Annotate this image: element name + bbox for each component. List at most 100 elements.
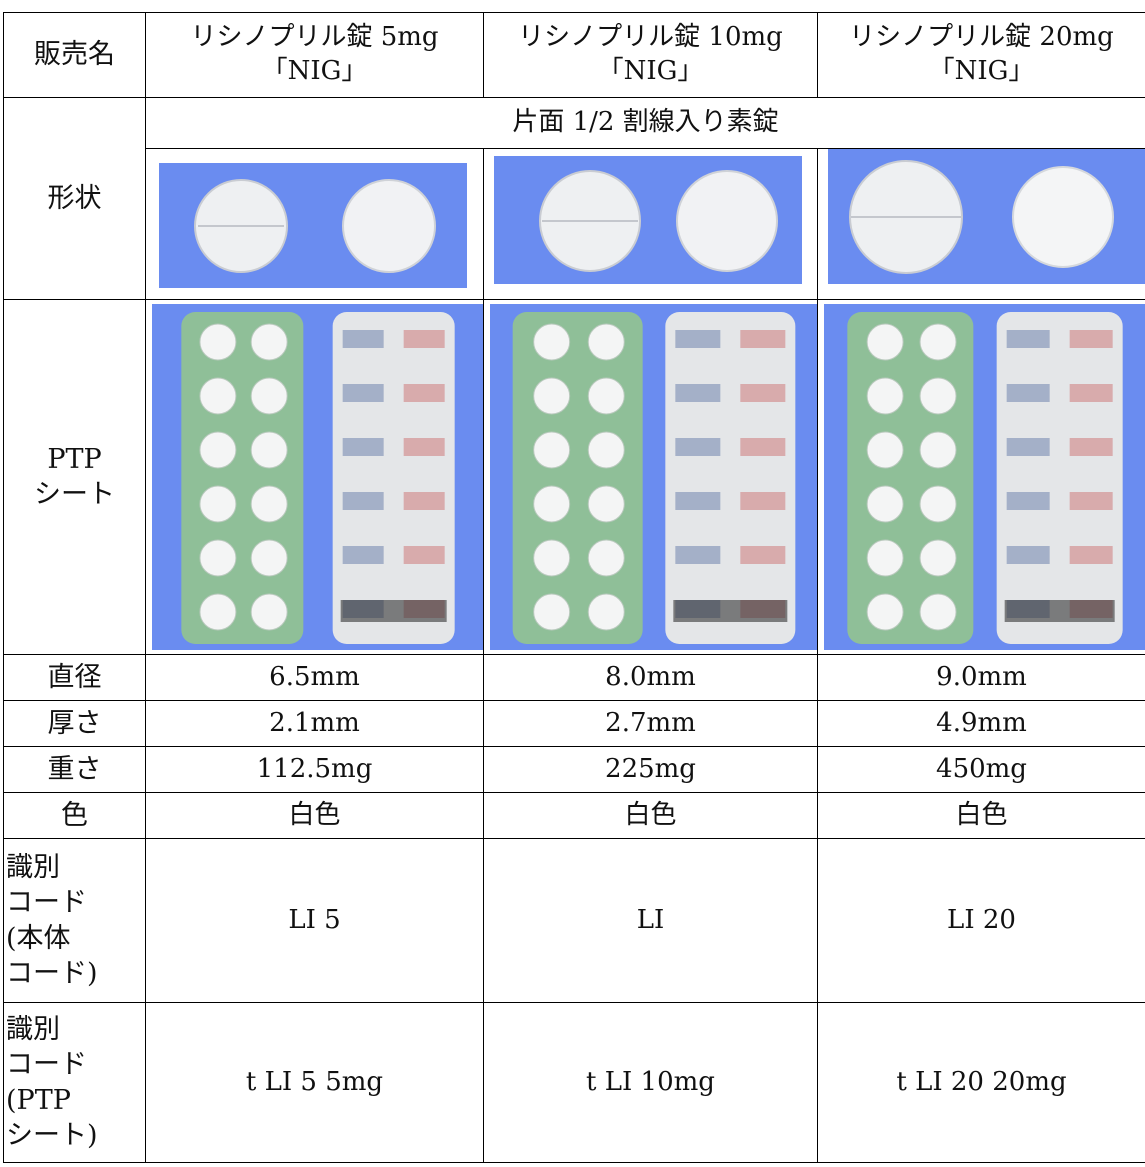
cell: 6.5mm bbox=[145, 654, 484, 701]
brand: 「NIG」 bbox=[261, 56, 368, 86]
line: コード) bbox=[6, 957, 98, 989]
ptp-shape bbox=[866, 377, 904, 415]
ptp-shape bbox=[403, 330, 445, 348]
ptp-shape bbox=[1069, 438, 1113, 456]
cell: 白色 bbox=[483, 792, 818, 839]
ptp-shape bbox=[675, 384, 721, 402]
ptp-shape bbox=[403, 384, 445, 402]
line: 識別 bbox=[6, 1014, 60, 1046]
ptp-shape bbox=[1069, 330, 1113, 348]
tablet-photo bbox=[159, 163, 467, 288]
ptp-shape bbox=[675, 546, 721, 564]
row-label: 重さ bbox=[3, 746, 146, 793]
ptp-shape bbox=[332, 312, 455, 644]
ptp-shape bbox=[1006, 330, 1050, 348]
ptp-shape bbox=[740, 330, 786, 348]
spec-row: 色白色 白色 白色 bbox=[3, 792, 1145, 839]
ptp-shape bbox=[181, 312, 304, 644]
ptp-shape bbox=[587, 593, 625, 631]
ptp-shape bbox=[675, 438, 721, 456]
cell: 112.5mg bbox=[145, 746, 484, 793]
ptp-shape bbox=[675, 492, 721, 510]
product-name: リシノプリル錠 10mg 「NIG」 bbox=[483, 12, 818, 98]
ptp-shape bbox=[1069, 546, 1113, 564]
ptp-shape bbox=[250, 539, 288, 577]
cell: t LI 10mg bbox=[483, 1002, 818, 1163]
ptp-shape bbox=[587, 485, 625, 523]
brand: 「NIG」 bbox=[597, 56, 704, 86]
ptp-shape bbox=[533, 539, 571, 577]
ptp-shape bbox=[740, 384, 786, 402]
row-label: 識別 コード (本体 コード) bbox=[3, 838, 146, 1003]
ptp-shape bbox=[342, 330, 384, 348]
ptp-shape bbox=[342, 546, 384, 564]
name: リシノプリル錠 10mg bbox=[518, 22, 783, 53]
ptp-shape bbox=[403, 546, 445, 564]
ptp-shape bbox=[740, 492, 786, 510]
ptp-shape bbox=[1069, 384, 1113, 402]
ptp-shape bbox=[919, 431, 957, 469]
line: (PTP bbox=[6, 1084, 71, 1116]
spec-row: 厚さ 2.1mm 2.7mm 4.9mm bbox=[3, 700, 1145, 747]
product-name: リシノプリル錠 20mg 「NIG」 bbox=[817, 12, 1145, 98]
cell: t LI 20 20mg bbox=[817, 1002, 1145, 1163]
shape-description: 片面 1/2 割線入り素錠 bbox=[145, 97, 1145, 149]
cell: 8.0mm bbox=[483, 654, 818, 701]
ptp-shape bbox=[199, 485, 237, 523]
line: 識別 bbox=[6, 852, 60, 884]
ptp-shape bbox=[250, 323, 288, 361]
cell: 2.1mm bbox=[145, 700, 484, 747]
ptp-shape bbox=[665, 312, 796, 644]
line: PTP bbox=[47, 443, 102, 475]
ptp-shape bbox=[199, 431, 237, 469]
tablet-photo bbox=[494, 156, 802, 284]
ptp-shape bbox=[250, 377, 288, 415]
line: (本体 bbox=[6, 922, 71, 954]
ptp-shape bbox=[1006, 384, 1050, 402]
ptp-label: PTP シート bbox=[3, 299, 146, 655]
row-label: 厚さ bbox=[3, 700, 146, 747]
row-label: 直径 bbox=[3, 654, 146, 701]
ptp-shape bbox=[866, 323, 904, 361]
ptp-shape bbox=[342, 492, 384, 510]
ptp-shape bbox=[866, 431, 904, 469]
tablet-photo bbox=[828, 149, 1145, 284]
ptp-shape bbox=[199, 323, 237, 361]
ptp-image bbox=[145, 299, 484, 655]
cell: LI bbox=[483, 838, 818, 1003]
code-row: 識別 コード (PTP シート) t LI 5 5mg t LI 10mg t LI 20… bbox=[3, 1002, 1145, 1163]
ptp-shape bbox=[740, 546, 786, 564]
cell: 4.9mm bbox=[817, 700, 1145, 747]
ptp-shape bbox=[919, 539, 957, 577]
cell: 450mg bbox=[817, 746, 1145, 793]
ptp-shape bbox=[587, 377, 625, 415]
ptp-shape bbox=[199, 539, 237, 577]
line: コード bbox=[6, 1049, 87, 1081]
ptp-shape bbox=[403, 492, 445, 510]
ptp-shape bbox=[199, 377, 237, 415]
cell: t LI 5 5mg bbox=[145, 1002, 484, 1163]
line: シート) bbox=[6, 1119, 98, 1151]
brand: 「NIG」 bbox=[928, 56, 1035, 86]
ptp-shape bbox=[675, 330, 721, 348]
cell: LI 5 bbox=[145, 838, 484, 1003]
ptp-photo bbox=[490, 304, 817, 650]
shape-images bbox=[4, 148, 1145, 300]
cell: 9.0mm bbox=[817, 654, 1145, 701]
spec-row: 直径 6.5mm 8.0mm 9.0mm bbox=[3, 654, 1145, 701]
line: シート bbox=[34, 479, 115, 510]
ptp-shape bbox=[533, 377, 571, 415]
table: 販売名 リシノプリル錠 5mg 「NIG」 リシノプリル錠 10mg 「NIG」 リ… bbox=[3, 12, 1145, 1163]
row-label: 色 bbox=[3, 792, 146, 839]
ptp-shape bbox=[199, 593, 237, 631]
code-row: 識別 コード (本体 コード) LI 5 LI LI 20 bbox=[3, 838, 1145, 1003]
ptp-shape bbox=[919, 485, 957, 523]
ptp-shape bbox=[740, 438, 786, 456]
ptp-shape bbox=[342, 384, 384, 402]
spec-row: 重さ 112.5mg 225mg 450mg bbox=[3, 746, 1145, 793]
ptp-shape bbox=[866, 539, 904, 577]
row-label: 識別 コード (PTP シート) bbox=[3, 1002, 146, 1163]
ptp-shape bbox=[587, 539, 625, 577]
ptp-shape bbox=[250, 593, 288, 631]
